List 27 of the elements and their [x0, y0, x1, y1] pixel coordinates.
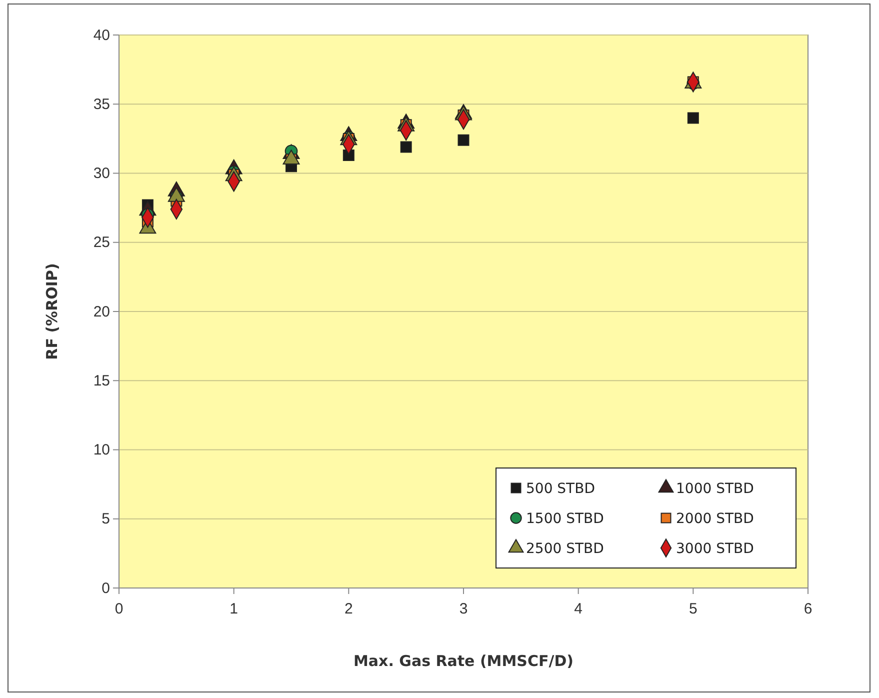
legend-label: 2000 STBD [676, 511, 754, 527]
x-tick-label: 1 [230, 600, 238, 618]
y-tick-label: 40 [93, 26, 110, 44]
y-axis-title: RF (%ROIP) [43, 263, 61, 360]
y-tick-label: 15 [93, 372, 110, 390]
point [458, 134, 470, 146]
legend-label: 500 STBD [526, 481, 595, 497]
x-tick-label: 0 [114, 600, 124, 618]
legend-label: 2500 STBD [526, 541, 604, 557]
x-tick-label: 3 [459, 600, 468, 618]
y-tick-label: 35 [93, 96, 110, 113]
y-tick-label: 5 [102, 510, 110, 528]
x-tick-label: 5 [688, 600, 698, 618]
y-tick-label: 30 [93, 165, 110, 182]
legend-label: 1000 STBD [676, 481, 754, 497]
y-tick-label: 20 [93, 303, 110, 320]
x-tick-label: 4 [574, 600, 583, 618]
y-tick-label: 10 [93, 442, 110, 459]
point [400, 141, 412, 153]
y-tick-label: 0 [102, 580, 110, 597]
x-axis-title: Max. Gas Rate (MMSCF/D) [353, 652, 574, 670]
point [687, 112, 699, 124]
x-tick-label: 6 [804, 600, 812, 618]
legend-label: 3000 STBD [676, 541, 754, 557]
legend-label: 1500 STBD [526, 511, 604, 527]
x-tick-label: 2 [344, 600, 353, 618]
y-tick-label: 25 [93, 234, 110, 252]
